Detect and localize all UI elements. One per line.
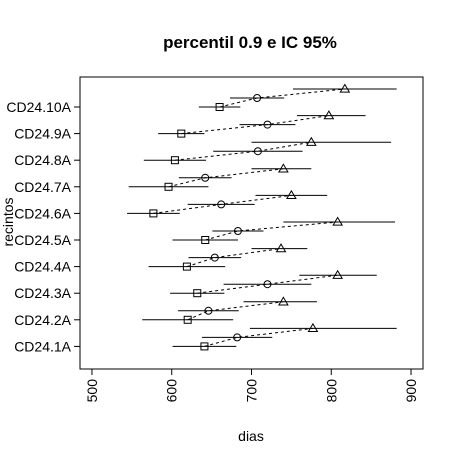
- triangle-marker: [332, 269, 344, 279]
- y-tick-label: CD24.6A: [14, 205, 71, 221]
- connector-line: [168, 168, 284, 188]
- x-tick-label: 700: [244, 379, 260, 403]
- circle-marker: [201, 173, 210, 182]
- square-marker: [177, 129, 186, 138]
- connector-line: [187, 301, 284, 321]
- square-marker: [183, 315, 192, 324]
- triangle-marker: [339, 83, 351, 93]
- circle-marker: [263, 280, 272, 289]
- circle-marker: [217, 200, 226, 209]
- square-marker: [149, 209, 158, 218]
- x-tick-label: 600: [164, 379, 180, 403]
- y-axis-label: recintos: [0, 197, 16, 246]
- y-tick-label: CD24.1A: [14, 338, 71, 354]
- connector-line: [219, 88, 345, 108]
- connector-line: [204, 327, 313, 347]
- triangle-marker: [323, 110, 335, 120]
- circle-marker: [204, 306, 213, 315]
- x-tick-label: 900: [403, 379, 419, 403]
- square-marker: [201, 236, 210, 244]
- y-tick-label: CD24.4A: [14, 259, 71, 275]
- circle-marker: [233, 333, 242, 342]
- plot-area: [79, 76, 424, 370]
- circle-marker: [253, 147, 262, 156]
- triangle-marker: [286, 189, 297, 200]
- square-marker: [170, 156, 179, 165]
- chart-title: percentil 0.9 e IC 95%: [163, 33, 337, 52]
- triangle-marker: [305, 136, 317, 146]
- circle-marker: [233, 227, 242, 235]
- axes: CD24.10A CD24.9A CD24.8A CD24.7A CD24.6A CD24…: [6, 99, 419, 402]
- y-tick-label: CD24.5A: [14, 232, 71, 248]
- square-marker: [182, 262, 191, 271]
- y-tick-label: CD24.8A: [14, 152, 71, 168]
- square-marker: [193, 289, 202, 298]
- connector-line: [186, 248, 282, 268]
- triangle-marker: [278, 163, 289, 173]
- x-axis-label: dias: [238, 428, 264, 444]
- triangle-marker: [275, 243, 287, 253]
- chart-marks: [127, 83, 397, 351]
- triangle-marker: [332, 216, 344, 226]
- circle-marker: [210, 253, 219, 262]
- x-tick-label: 500: [84, 379, 100, 403]
- triangle-marker: [278, 296, 289, 306]
- y-tick-label: CD24.9A: [14, 126, 71, 142]
- y-tick-label: CD24.10A: [6, 99, 71, 115]
- connector-line: [153, 194, 292, 214]
- y-tick-label: CD24.3A: [14, 285, 71, 301]
- circle-marker: [263, 120, 272, 129]
- square-marker: [200, 342, 209, 351]
- connector-line: [181, 115, 329, 135]
- x-tick-label: 800: [323, 379, 339, 403]
- y-tick-label: CD24.2A: [14, 312, 71, 328]
- square-marker: [164, 182, 173, 191]
- square-marker: [215, 103, 224, 111]
- circle-marker: [253, 94, 262, 102]
- y-tick-label: CD24.7A: [14, 179, 71, 195]
- triangle-marker: [307, 322, 319, 333]
